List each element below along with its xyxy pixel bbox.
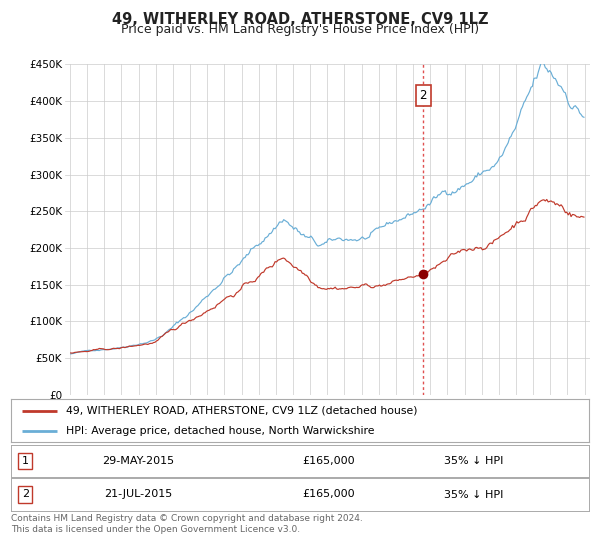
Text: £165,000: £165,000 — [302, 456, 355, 466]
Text: 29-MAY-2015: 29-MAY-2015 — [102, 456, 174, 466]
Text: 35% ↓ HPI: 35% ↓ HPI — [444, 489, 503, 500]
Text: 2: 2 — [22, 489, 29, 500]
Text: This data is licensed under the Open Government Licence v3.0.: This data is licensed under the Open Gov… — [11, 525, 300, 534]
Text: 1: 1 — [22, 456, 29, 466]
Text: 35% ↓ HPI: 35% ↓ HPI — [444, 456, 503, 466]
Text: 21-JUL-2015: 21-JUL-2015 — [104, 489, 172, 500]
Text: 2: 2 — [419, 88, 427, 102]
Text: £165,000: £165,000 — [302, 489, 355, 500]
Text: Contains HM Land Registry data © Crown copyright and database right 2024.: Contains HM Land Registry data © Crown c… — [11, 514, 362, 523]
Text: HPI: Average price, detached house, North Warwickshire: HPI: Average price, detached house, Nort… — [66, 427, 374, 436]
Text: 49, WITHERLEY ROAD, ATHERSTONE, CV9 1LZ (detached house): 49, WITHERLEY ROAD, ATHERSTONE, CV9 1LZ … — [66, 405, 417, 416]
Text: Price paid vs. HM Land Registry's House Price Index (HPI): Price paid vs. HM Land Registry's House … — [121, 23, 479, 36]
Text: 49, WITHERLEY ROAD, ATHERSTONE, CV9 1LZ: 49, WITHERLEY ROAD, ATHERSTONE, CV9 1LZ — [112, 12, 488, 27]
